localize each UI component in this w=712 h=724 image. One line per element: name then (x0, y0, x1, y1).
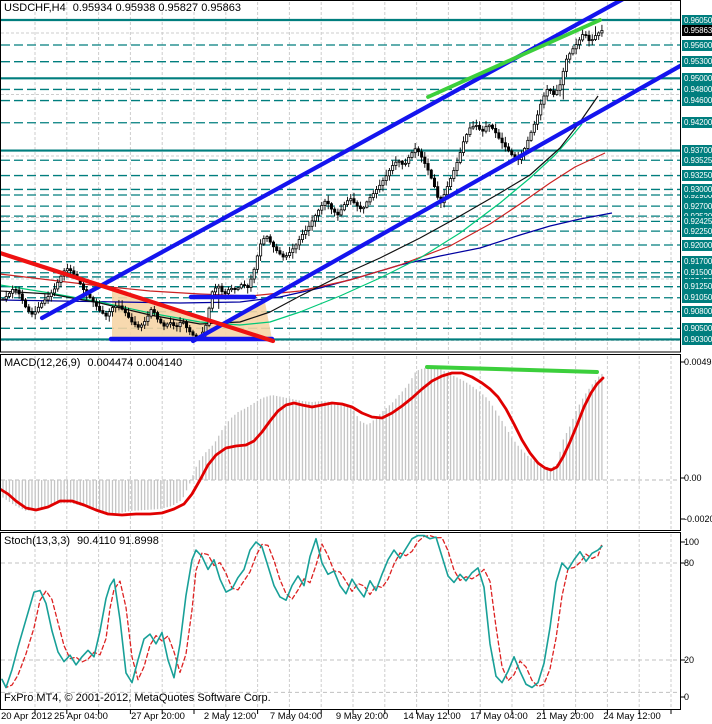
price-level-label: 0.96050 (682, 14, 712, 26)
price-level-label: 0.93000 (682, 183, 712, 195)
price-level-label: 0.91050 (682, 292, 712, 304)
price-level-label: 0.95000 (682, 72, 712, 84)
time-label: 20 Apr 2012 (1, 711, 53, 722)
time-label: 2 May 12:00 (203, 711, 257, 722)
price-level-label: 0.94800 (682, 83, 712, 95)
stoch-name: Stoch(13,3,3) (4, 535, 71, 547)
accel-green[interactable] (426, 18, 602, 99)
time-label: 24 May 12:00 (603, 711, 661, 722)
price-level-label: 0.94200 (682, 117, 712, 129)
price-level-label: 0.91250 (682, 281, 712, 293)
chart-title: USDCHF,H4 0.95934 0.95938 0.95827 0.95863 (4, 2, 241, 14)
indicator-scale-label: -0.00203 (684, 514, 712, 524)
price-level-label: 0.93250 (682, 170, 712, 182)
time-label: 21 May 20:00 (536, 711, 594, 722)
price-level-label: 0.92250 (682, 225, 712, 237)
price-level-label: 0.92000 (682, 239, 712, 251)
symbol-period-label: USDCHF,H4 (4, 2, 66, 14)
time-label: 17 May 04:00 (470, 711, 528, 722)
macd-values: 0.004474 0.004140 (87, 357, 183, 369)
price-level-label: 0.91700 (682, 256, 712, 268)
price-level-label: 0.90800 (682, 306, 712, 318)
price-level-label: 0.92425 (682, 215, 712, 227)
indicator-scale-label: 0.00 (684, 473, 702, 483)
stoch-indicator-title: Stoch(13,3,3) 90.4110 91.8998 (4, 535, 159, 547)
time-label: 9 May 20:00 (335, 711, 389, 722)
axis-ticks (34, 361, 685, 714)
price-level-label: 0.90500 (682, 322, 712, 334)
stoch-values: 90.4110 91.8998 (77, 535, 159, 547)
stochastic-panel[interactable] (1, 534, 680, 693)
ma-red (1, 152, 606, 297)
macd-divergence-green[interactable] (425, 365, 599, 374)
panel-divider-stoch[interactable] (0, 529, 681, 533)
indicator-scale-label: 20 (684, 655, 695, 665)
indicator-scale-label: 0.00498 (684, 357, 712, 367)
indicator-scale-label: 100 (684, 537, 700, 547)
macd-panel[interactable] (0, 365, 680, 517)
indicator-scale-label: 80 (684, 558, 695, 568)
time-label: 14 May 12:00 (403, 711, 461, 722)
broker-watermark: FxPro MT4, © 2001-2012, MetaQuotes Softw… (4, 692, 271, 704)
price-level-label: 0.90300 (682, 333, 712, 345)
ohlc-values: 0.95934 0.95938 0.95827 0.95863 (72, 2, 241, 14)
time-label: 27 Apr 20:00 (131, 711, 185, 722)
price-level-label: 0.91500 (682, 267, 712, 279)
macd-name: MACD(12,26,9) (4, 357, 81, 369)
macd-indicator-title: MACD(12,26,9) 0.004474 0.004140 (4, 357, 182, 369)
price-level-label: 0.94600 (682, 95, 712, 107)
panel-divider-macd[interactable] (0, 351, 681, 355)
price-level-label: 0.92700 (682, 200, 712, 212)
price-level-label: 0.92900 (682, 189, 712, 201)
indicator-scale-label: 0 (684, 692, 690, 702)
ma-black (1, 95, 599, 325)
panel-borders (0, 0, 681, 710)
current-price-label: 0.95863 (682, 24, 712, 36)
time-label: 25 Apr 04:00 (54, 711, 108, 722)
ma-green (1, 123, 583, 326)
price-level-label: 0.95300 (682, 56, 712, 68)
main-price-panel[interactable] (0, 0, 712, 344)
price-level-label: 0.95600 (682, 39, 712, 51)
downtrend-red[interactable] (0, 251, 276, 344)
channel-lower-blue[interactable] (190, 48, 712, 344)
time-label: 7 May 04:00 (269, 711, 323, 722)
price-level-label: 0.93525 (682, 154, 712, 166)
price-level-label: 0.93700 (682, 145, 712, 157)
